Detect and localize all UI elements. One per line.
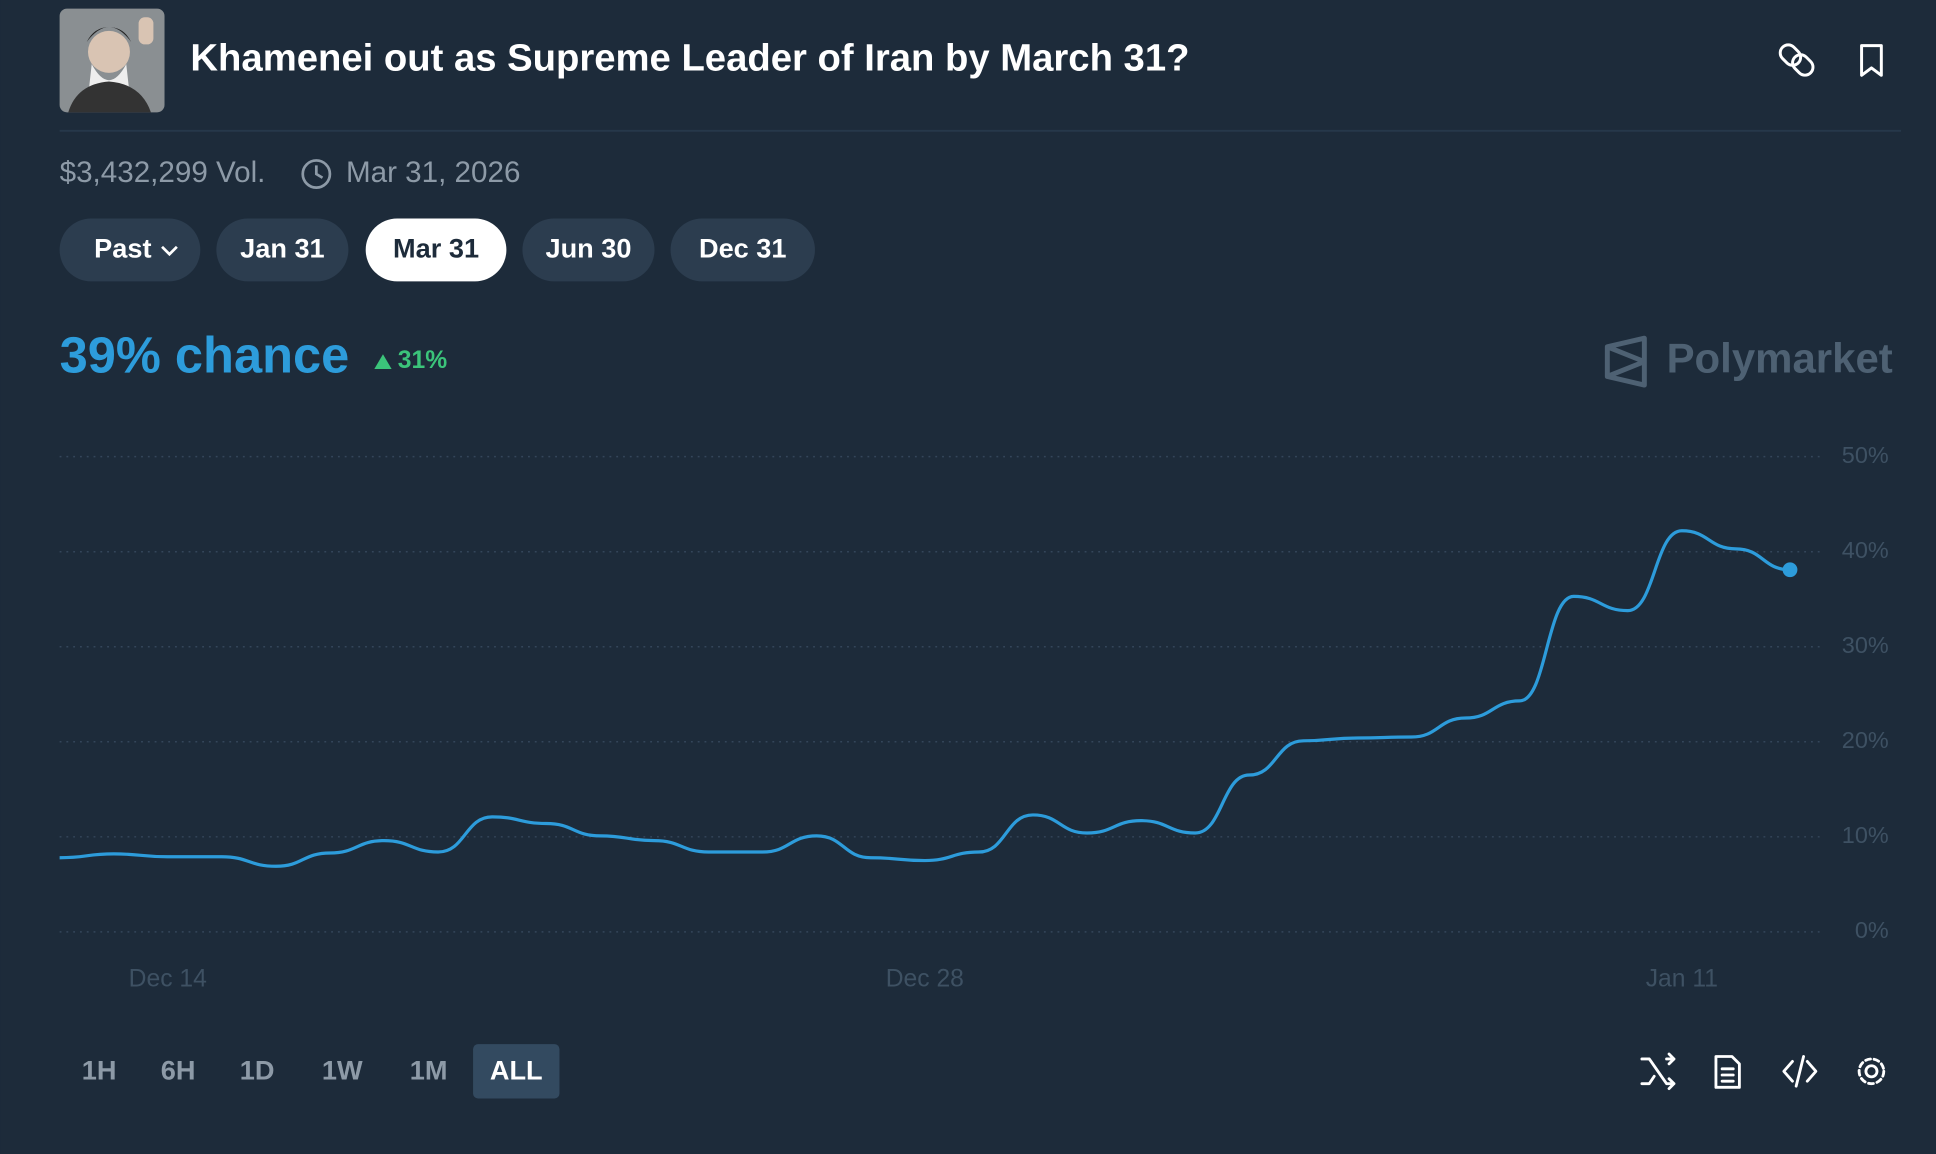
tab-background bbox=[216, 218, 349, 282]
date-tab[interactable]: Mar 31 bbox=[365, 218, 507, 282]
change: 31% bbox=[398, 347, 447, 374]
tab-background bbox=[522, 218, 655, 282]
clock-icon bbox=[301, 159, 332, 189]
x-tick-label: Jan 11 bbox=[1646, 965, 1718, 992]
tab-background bbox=[365, 218, 507, 282]
tab-label: Mar 31 bbox=[393, 233, 479, 264]
embed-button[interactable] bbox=[1782, 1055, 1818, 1088]
range-label: 1H bbox=[82, 1055, 117, 1086]
range-label: 1M bbox=[410, 1055, 448, 1086]
range-label: 1W bbox=[322, 1055, 363, 1086]
toolbar bbox=[1640, 1052, 1886, 1091]
range-label: 6H bbox=[161, 1055, 196, 1086]
range-label: 1D bbox=[240, 1055, 275, 1086]
range-button[interactable]: 1D bbox=[240, 1055, 275, 1086]
plot: 0% 10% 20% 30% 40% 50% Dec 14 Dec 28 Jan 11 bbox=[59, 442, 1889, 992]
x-tick-label: Dec 14 bbox=[129, 965, 207, 992]
tab-label: Jan 31 bbox=[240, 233, 325, 264]
date-tab[interactable]: Dec 31 bbox=[670, 218, 815, 282]
date-tabs: Past Jan 31 Mar 31 Jun 30 Dec 31 bbox=[59, 218, 815, 282]
date-tab[interactable]: Past bbox=[59, 218, 201, 282]
settings-button[interactable] bbox=[1857, 1057, 1886, 1086]
x-tick-label: Dec 28 bbox=[886, 965, 964, 992]
chance: 39% chance bbox=[60, 327, 350, 384]
link-button[interactable] bbox=[1777, 42, 1816, 79]
range-buttons: 1H 6H 1D 1W 1M ALL bbox=[82, 1044, 560, 1099]
y-tick-label: 0% bbox=[1855, 917, 1889, 943]
brand: Polymarket bbox=[1667, 335, 1893, 382]
brand-logo bbox=[1604, 335, 1647, 388]
range-button[interactable]: 6H bbox=[161, 1055, 196, 1086]
last-point bbox=[1782, 562, 1798, 578]
y-tick-label: 30% bbox=[1842, 632, 1889, 658]
range-button[interactable]: 1H bbox=[82, 1055, 117, 1086]
y-tick-label: 40% bbox=[1842, 537, 1889, 563]
range-button[interactable]: ALL bbox=[473, 1044, 560, 1099]
price-line bbox=[59, 529, 1791, 868]
tab-background bbox=[59, 218, 201, 282]
up-arrow bbox=[374, 354, 392, 370]
end-date: Mar 31, 2026 bbox=[346, 156, 520, 189]
y-tick-label: 20% bbox=[1842, 727, 1889, 753]
shuffle-button[interactable] bbox=[1640, 1052, 1676, 1091]
volume: $3,432,299 Vol. bbox=[60, 156, 266, 189]
date-tab[interactable]: Jan 31 bbox=[216, 218, 349, 282]
range-label: ALL bbox=[490, 1055, 543, 1086]
range-button[interactable]: 1W bbox=[322, 1055, 363, 1086]
market-title: Khamenei out as Supreme Leader of Iran b… bbox=[190, 37, 1189, 80]
y-tick-label: 50% bbox=[1842, 442, 1889, 468]
document-button[interactable] bbox=[1714, 1055, 1741, 1089]
date-tab[interactable]: Jun 30 bbox=[522, 218, 655, 282]
dropdown-chevron bbox=[161, 245, 178, 257]
bookmark-button[interactable] bbox=[1860, 44, 1883, 77]
range-highlight bbox=[473, 1044, 560, 1099]
tab-label: Jun 30 bbox=[545, 233, 631, 264]
tab-background bbox=[670, 218, 815, 282]
y-tick-label: 10% bbox=[1842, 822, 1889, 848]
tab-label: Dec 31 bbox=[699, 233, 787, 264]
range-button[interactable]: 1M bbox=[410, 1055, 448, 1086]
avatar bbox=[59, 8, 165, 113]
tab-label: Past bbox=[94, 233, 151, 264]
